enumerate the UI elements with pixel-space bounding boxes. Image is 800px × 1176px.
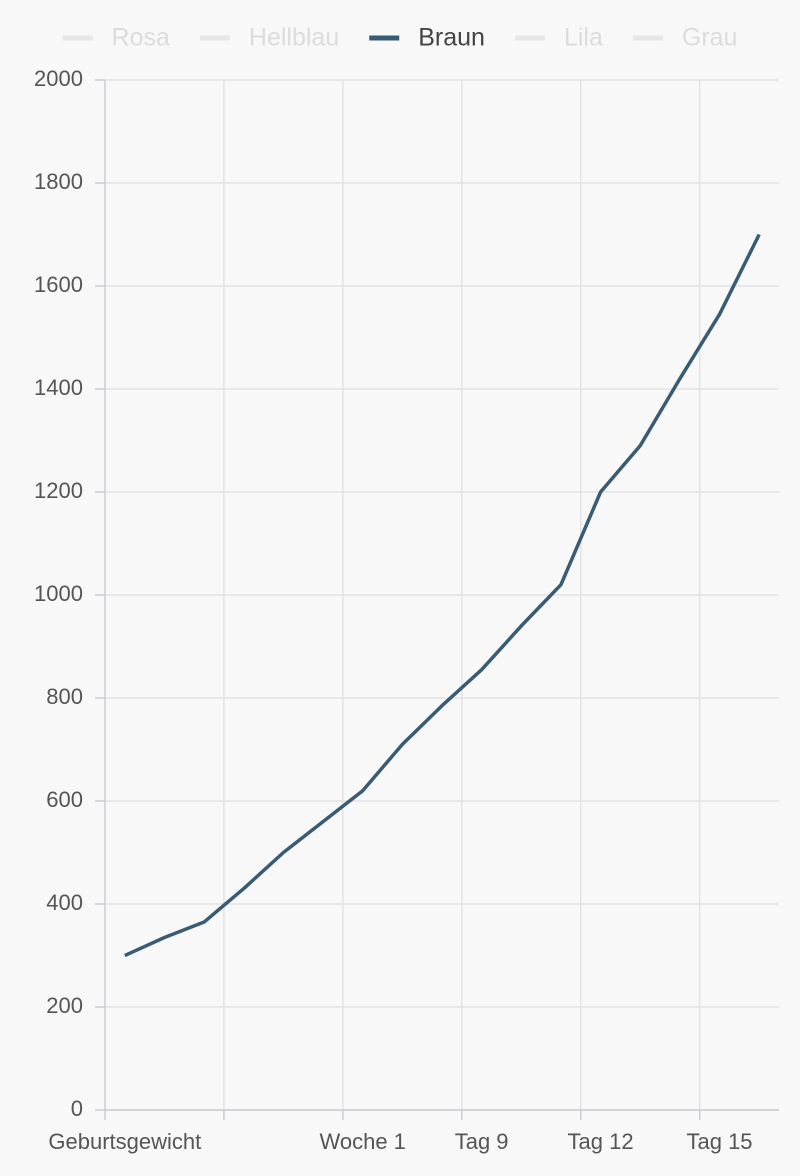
y-tick-label: 400 xyxy=(46,890,83,915)
x-tick-label: Tag 12 xyxy=(568,1129,634,1154)
legend-item: Lila xyxy=(514,24,603,52)
y-tick-label: 1200 xyxy=(34,478,83,503)
y-tick-label: 1000 xyxy=(34,581,83,606)
line xyxy=(124,233,761,958)
x-tick-label: Tag 9 xyxy=(455,1129,509,1154)
legend-label: Braun xyxy=(418,24,485,52)
y-tick-label: 1800 xyxy=(34,169,83,194)
legend-label: Rosa xyxy=(112,24,170,52)
legend-label: Lila xyxy=(564,24,603,52)
x-tick-label: Geburtsgewicht xyxy=(48,1129,201,1154)
legend-item: Rosa xyxy=(62,24,170,52)
y-tick-label: 1600 xyxy=(34,272,83,297)
y-tick-label: 600 xyxy=(46,787,83,812)
y-tick-label: 1400 xyxy=(34,375,83,400)
legend-item: Grau xyxy=(632,24,738,52)
y-tick-label: 0 xyxy=(71,1096,83,1121)
y-tick-label: 2000 xyxy=(34,66,83,91)
y-tick-label: 200 xyxy=(46,993,83,1018)
x-tick-label: Tag 15 xyxy=(686,1129,752,1154)
legend-item: Hellblau xyxy=(199,24,339,52)
x-tick-label: Woche 1 xyxy=(319,1129,405,1154)
y-tick-label: 800 xyxy=(46,684,83,709)
legend-label: Grau xyxy=(682,24,738,52)
legend-item: Braun xyxy=(369,24,485,52)
legend-label: Hellblau xyxy=(249,24,339,52)
